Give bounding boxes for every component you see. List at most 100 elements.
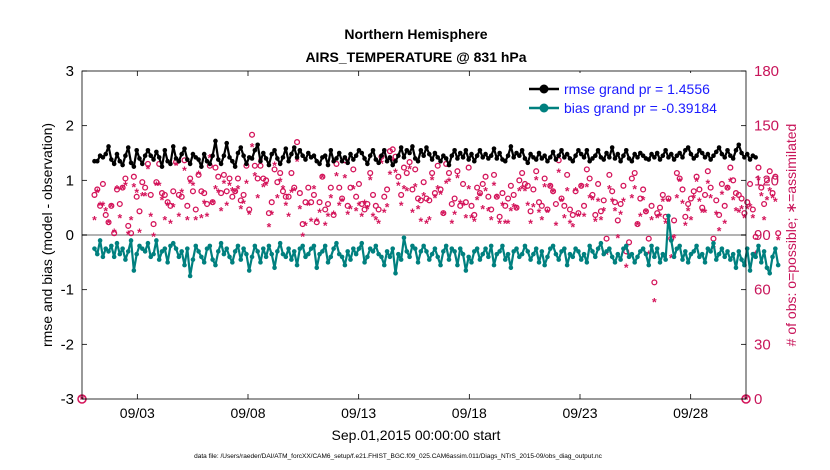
obs-assimilated-point: * <box>337 199 342 213</box>
obs-assimilated-point: * <box>275 192 280 206</box>
rmse-point <box>398 145 404 150</box>
obs-assimilated-point: * <box>345 208 350 222</box>
obs-possible-point <box>164 199 171 206</box>
obs-assimilated-point: * <box>143 190 148 204</box>
obs-possible-point <box>111 230 118 237</box>
bias-point <box>643 251 649 257</box>
obs-assimilated-point: * <box>686 204 691 218</box>
obs-possible-point <box>620 182 627 189</box>
bias-point <box>739 257 744 262</box>
bias-point <box>176 254 182 260</box>
obs-assimilated-point: * <box>421 190 426 204</box>
rmse-point <box>559 147 564 153</box>
rmse-point <box>455 156 460 161</box>
bias-point <box>196 249 201 254</box>
obs-assimilated-point: * <box>480 202 485 216</box>
obs-possible-point <box>319 173 326 180</box>
obs-possible-point <box>724 184 731 191</box>
rmse-point <box>196 157 201 162</box>
obs-possible-point <box>277 169 284 177</box>
obs-assimilated-point: * <box>523 184 528 198</box>
obs-possible-point <box>561 202 568 209</box>
obs-assimilated-point: * <box>728 175 733 189</box>
obs-possible-point <box>105 219 112 226</box>
bias-point <box>578 257 584 262</box>
obs-possible-point <box>412 166 419 173</box>
bias-point <box>109 243 114 249</box>
obs-assimilated-point: * <box>585 181 590 195</box>
obs-possible-point <box>471 211 478 219</box>
obs-assimilated-point: * <box>509 204 514 218</box>
obs-possible-point <box>91 191 98 198</box>
obs-possible-point <box>516 177 523 184</box>
x-axis-ticks: 09/03 09/08 09/13 09/18 09/23 09/28 <box>120 71 708 421</box>
bias-point <box>249 254 255 260</box>
obs-possible-point <box>108 202 115 209</box>
bias-point <box>322 243 328 249</box>
bias-point <box>306 251 311 257</box>
bias-point <box>522 243 528 249</box>
bias-point <box>134 251 139 257</box>
left-tick-label: -3 <box>61 391 74 408</box>
obs-possible-point <box>218 190 225 197</box>
obs-assimilated-point: * <box>312 182 317 196</box>
rmse-point <box>699 150 705 156</box>
bias-point <box>286 246 291 251</box>
bias-point <box>728 257 733 262</box>
obs-possible-point <box>580 202 588 209</box>
rmse-point <box>578 151 584 157</box>
bias-point <box>151 251 156 257</box>
bias-point <box>199 254 204 260</box>
obs-assimilated-point: * <box>483 184 488 198</box>
bias-point <box>652 254 657 260</box>
bias-point <box>463 268 469 273</box>
rmse-point <box>736 142 742 148</box>
obs-assimilated-point: * <box>157 179 162 193</box>
obs-possible-point <box>738 195 745 202</box>
bias-point <box>255 249 260 254</box>
rmse-point <box>660 153 666 159</box>
obs-assimilated-point: * <box>227 179 232 193</box>
obs-assimilated-point: * <box>207 151 212 165</box>
bias-point <box>376 251 381 257</box>
rmse-point <box>103 151 109 157</box>
rmse-point <box>154 149 159 155</box>
bias-point <box>165 260 170 265</box>
bias-point <box>694 243 699 249</box>
obs-assimilated-point: * <box>202 197 207 211</box>
bias-point <box>553 251 559 257</box>
bias-point <box>722 254 728 260</box>
rmse-point <box>612 156 618 161</box>
rmse-point <box>145 147 151 153</box>
rmse-point <box>592 153 598 159</box>
bias-point <box>128 238 134 243</box>
obs-assimilated-point: * <box>615 232 620 246</box>
rmse-point <box>367 153 373 159</box>
right-axis-ticks: 180 150 120 90 60 30 0 <box>741 63 779 408</box>
rmse-point <box>415 158 421 164</box>
chart-subtitle: AIRS_TEMPERATURE @ 831 hPa <box>305 49 526 65</box>
obs-assimilated-point: * <box>756 173 761 187</box>
obs-assimilated-point: * <box>660 195 665 209</box>
bias-point <box>421 243 426 249</box>
bias-point <box>432 246 438 251</box>
rmse-point <box>106 144 111 149</box>
obs-assimilated-point: * <box>373 213 378 227</box>
obs-possible-point <box>752 233 759 240</box>
bias-point <box>480 251 486 257</box>
obs-assimilated-point: * <box>745 202 750 216</box>
obs-assimilated-point: * <box>669 252 674 266</box>
rmse-point <box>472 158 477 164</box>
rmse-point <box>702 155 708 160</box>
obs-assimilated-point: * <box>390 155 395 169</box>
obs-assimilated-point: * <box>230 184 235 198</box>
obs-possible-point <box>240 191 247 198</box>
rmse-point <box>168 161 173 167</box>
obs-assimilated-point: * <box>278 175 283 189</box>
obs-possible-point <box>150 221 157 228</box>
obs-assimilated-point: * <box>534 173 539 187</box>
obs-assimilated-point: * <box>689 213 694 227</box>
rmse-point <box>742 155 747 160</box>
rmse-point <box>230 158 235 164</box>
x-tick-label: 09/28 <box>673 405 708 421</box>
